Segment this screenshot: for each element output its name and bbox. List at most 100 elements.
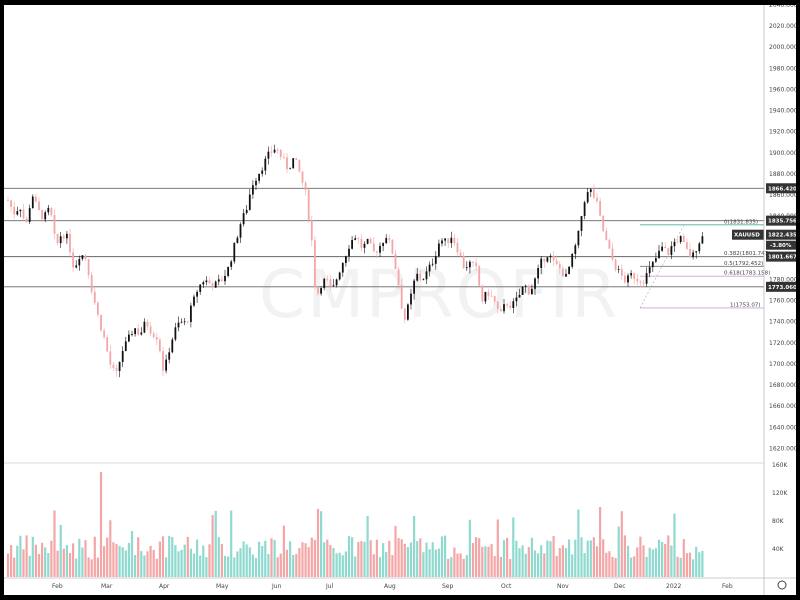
symbol-label: XAUUSD — [734, 233, 760, 239]
volume-bar — [180, 549, 183, 577]
candle-body — [255, 180, 257, 186]
volume-bar — [354, 556, 357, 577]
volume-bar — [273, 539, 276, 577]
candle-body — [351, 239, 353, 249]
fib-level-label: 1(1753.07) — [730, 302, 761, 308]
price-axis[interactable]: 2040.000 2020.000 2000.000 1980.000 1960.000… — [769, 5, 796, 452]
candle-body — [388, 238, 391, 240]
candle-body — [658, 250, 660, 259]
candle-body — [320, 288, 322, 294]
volume-bar — [475, 537, 478, 577]
volume-bar — [437, 548, 440, 577]
candle-body — [593, 189, 595, 198]
candle-body — [10, 200, 12, 207]
volume-bar — [351, 537, 354, 577]
candle-body — [407, 304, 409, 320]
volume-bar — [158, 541, 161, 577]
volume-bar — [496, 519, 499, 577]
candle-body — [202, 282, 205, 285]
price-tag — [766, 183, 796, 194]
volume-bar — [471, 542, 475, 577]
candle-body — [31, 196, 34, 209]
settings-gear-icon[interactable] — [777, 580, 787, 590]
candle-body — [75, 265, 78, 268]
volume-bar — [589, 540, 592, 577]
volume-bar — [484, 546, 487, 577]
candle-body — [106, 337, 109, 352]
volume-bar — [391, 555, 394, 577]
price-tick-label: 2040.000 — [769, 5, 796, 9]
volume-bar — [103, 546, 106, 577]
candle-body — [13, 206, 16, 215]
price-tick-label: 2000.000 — [769, 44, 796, 51]
candle-body — [221, 279, 223, 282]
fibonacci-retracement[interactable]: 0(1831.835) 0.382(1801.747) 0.5(1792.452) 0… — [639, 219, 770, 308]
volume-bar — [543, 553, 546, 577]
volume-bar — [416, 541, 419, 577]
candle-body — [503, 304, 505, 312]
volume-bar — [307, 547, 310, 577]
change-tag — [766, 240, 796, 250]
volume-bar — [685, 553, 688, 577]
volume-bar — [630, 557, 633, 577]
time-tick-label: 2022 — [666, 583, 681, 590]
volume-bar — [205, 557, 208, 577]
candle-body — [434, 256, 437, 264]
candle-body — [487, 291, 490, 296]
volume-bar — [366, 515, 369, 577]
time-tick-label: Nov — [557, 583, 569, 590]
time-tick-label: Sep — [442, 583, 454, 590]
candle-body — [630, 273, 632, 276]
time-axis[interactable]: Feb Mar Apr May Jun Jul Aug Sep Oct Nov Dec 2022 Feb — [52, 583, 733, 590]
volume-bar — [626, 545, 630, 577]
candle-body — [546, 257, 549, 262]
volume-bar — [465, 555, 468, 577]
time-tick-label: Dec — [614, 583, 626, 590]
candle-body — [162, 351, 164, 371]
price-tick-label: 1760.000 — [769, 298, 796, 305]
candle-body — [549, 255, 552, 258]
volume-bar — [320, 511, 323, 577]
volume-bar — [490, 544, 493, 577]
candle-body — [543, 258, 546, 262]
candle-body — [521, 286, 524, 296]
last-price-tag — [766, 229, 796, 240]
candle-body — [379, 245, 381, 253]
candle-body — [478, 266, 481, 286]
volume-bar — [419, 538, 422, 577]
candle-body — [602, 215, 605, 232]
volume-bar — [220, 544, 223, 577]
volume-bar — [34, 544, 37, 577]
volume-bar — [617, 526, 620, 577]
volume-bar — [375, 539, 378, 577]
horizontal-levels — [4, 187, 764, 288]
candle-body — [655, 258, 657, 262]
volume-bar — [149, 545, 152, 577]
candle-body — [540, 258, 543, 269]
volume-bar — [298, 547, 301, 577]
candle-body — [267, 151, 270, 159]
volume-bar — [403, 543, 406, 577]
candle-body — [459, 252, 462, 256]
price-tick-label: 1860.000 — [769, 192, 796, 199]
price-chart[interactable]: CMPROFIR 0(1831.835) 0.382(1801.747) 0.5(1… — [4, 5, 796, 595]
candle-body — [41, 209, 43, 220]
candle-body — [385, 238, 388, 244]
volume-bar — [546, 540, 549, 577]
candle-body — [248, 194, 251, 210]
volume-bar — [400, 539, 403, 577]
candle-body — [515, 297, 518, 302]
volume-bar — [499, 556, 502, 577]
candle-body — [233, 242, 236, 262]
volume-bar — [636, 547, 639, 577]
price-tag-label: 1773.060 — [768, 285, 796, 291]
candle-body — [444, 238, 446, 241]
volume-bar — [68, 553, 72, 577]
candle-body — [239, 224, 242, 238]
candle-body — [509, 305, 512, 308]
chart-frame: CMPROFIR 0(1831.835) 0.382(1801.747) 0.5(1… — [4, 5, 796, 595]
volume-bar — [509, 559, 512, 577]
volume-bar — [378, 557, 382, 577]
candle-body — [661, 246, 663, 251]
volume-bar — [270, 538, 273, 577]
